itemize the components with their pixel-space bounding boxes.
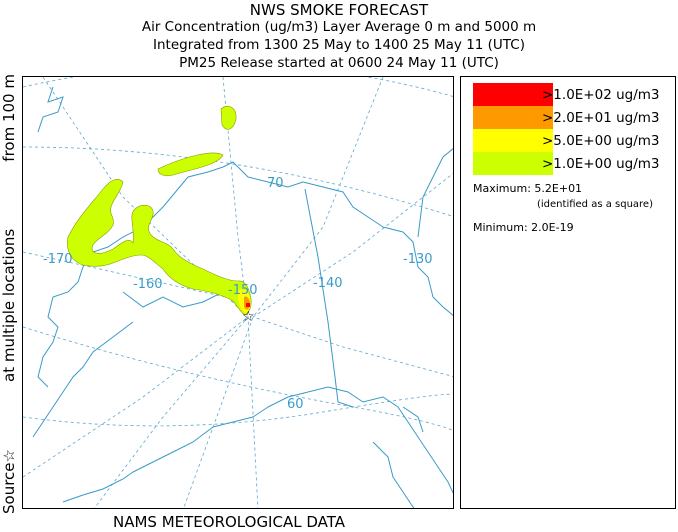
subtitle-release: PM25 Release started at 0600 24 May 11 (… [179, 55, 499, 71]
maximum-value: Maximum: 5.2E+01 [473, 182, 583, 195]
source-star-icon: ☆ [242, 309, 255, 325]
lon-label-150: -150 [228, 283, 258, 298]
smoke-plume [67, 106, 252, 316]
subtitle-integration: Integrated from 1300 25 May to 1400 25 M… [153, 37, 525, 53]
lat-label-60: 60 [287, 397, 304, 412]
legend-label-20: >2.0E+01 ug/m3 [542, 110, 660, 126]
source-label: Source☆ at multiple locations from 100 m [0, 74, 20, 514]
lon-label-170: -170 [43, 252, 73, 267]
legend-swatch-5 [473, 129, 553, 152]
minimum-value: Minimum: 2.0E-19 [473, 221, 574, 234]
legend-swatch-20 [473, 106, 553, 129]
lon-label-140: -140 [313, 276, 343, 291]
lat-70-line [23, 146, 453, 217]
lon-label-130: -130 [403, 252, 433, 267]
map-canvas: ☆ -170 -160 -150 -140 -130 70 60 [23, 77, 453, 508]
maximum-square [246, 303, 250, 307]
legend-label-5: >5.0E+00 ug/m3 [542, 133, 660, 149]
plume-patch-arc [157, 152, 224, 177]
maximum-note: (identified as a square) [537, 199, 653, 210]
lon-label-160: -160 [133, 277, 163, 292]
source-label-part3: from 100 m [0, 74, 18, 162]
lat-label-70: 70 [267, 176, 284, 191]
subtitle-layer: Air Concentration (ug/m3) Layer Average … [141, 19, 537, 35]
legend-panel: >1.0E+02 ug/m3 >2.0E+01 ug/m3 >5.0E+00 u… [460, 76, 676, 509]
data-source-label: NAMS METEOROLOGICAL DATA [113, 513, 345, 531]
plume-main-body [67, 179, 252, 316]
legend-swatch-1 [473, 152, 553, 175]
legend-label-1: >1.0E+00 ug/m3 [542, 156, 660, 172]
smoke-map: ☆ -170 -160 -150 -140 -130 70 60 [22, 76, 454, 509]
latitude-grid [23, 77, 453, 431]
legend-swatch-100 [473, 83, 553, 106]
source-label-part1: Source☆ [0, 449, 18, 514]
page-title: NWS SMOKE FORECAST [249, 1, 429, 19]
border-line [304, 188, 354, 408]
source-label-part2: at multiple locations [0, 228, 18, 382]
plume-patch-north [220, 106, 237, 130]
lat-60-line [23, 393, 453, 427]
legend-label-100: >1.0E+02 ug/m3 [542, 87, 660, 103]
